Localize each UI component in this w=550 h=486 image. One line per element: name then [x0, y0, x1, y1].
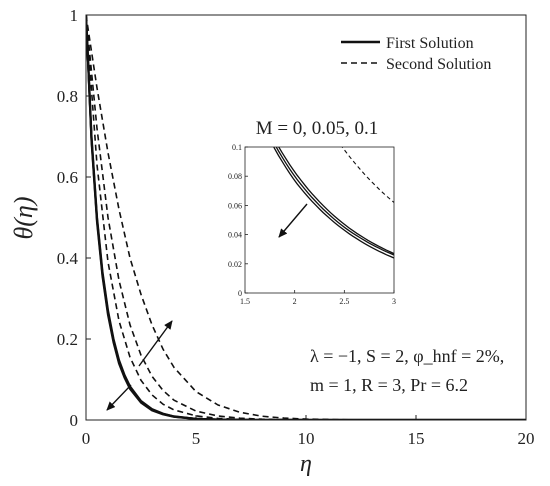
inset-x-tick-label: 1.5: [240, 297, 250, 306]
inset-first-solution-line-2: [273, 147, 394, 259]
plot-frame: [85, 14, 527, 421]
trend-arrows: [106, 203, 308, 411]
inset-frame: [244, 146, 395, 294]
x-tick-label: 5: [192, 429, 201, 448]
inset-y-tick-label: 0.1: [232, 143, 242, 152]
inset-tick-labels: 1.5 2 2.5 3 0 0.02 0.04 0.06 0.08 0.1: [228, 143, 396, 306]
inset-first-solution-line-1: [275, 147, 394, 256]
parameters-line-2: m = 1, R = 3, Pr = 6.2: [310, 375, 468, 395]
inset-y-tick-label: 0.08: [228, 172, 242, 181]
inset-second-solution-line-4: [245, 0, 394, 135]
inset-trend-arrow: [278, 203, 308, 238]
y-tick-label: 0.6: [57, 168, 78, 187]
parameters-line-1: λ = −1, S = 2, φ_hnf = 2%,: [310, 346, 504, 366]
inset-y-tick-label: 0.02: [228, 260, 242, 269]
inset-frame-bg: [245, 147, 394, 293]
increase-arrow: [138, 320, 173, 367]
inset-second-solution-line-3: [341, 147, 394, 203]
inset-x-tick-label: 3: [392, 297, 396, 306]
x-tick-label: 20: [518, 429, 535, 448]
inset-first-solution-line-0: [277, 147, 394, 255]
inset-y-tick-label: 0: [238, 289, 242, 298]
inset-x-tick-label: 2.5: [339, 297, 349, 306]
x-tick-label: 10: [298, 429, 315, 448]
inset-title: M = 0, 0.05, 0.1: [256, 118, 379, 139]
legend-label-second-solution: Second Solution: [386, 56, 491, 73]
x-tick-label: 0: [82, 429, 91, 448]
y-tick-label: 0.4: [57, 249, 79, 268]
y-axis-label: θ(η): [9, 197, 38, 240]
inset-chart: 1.5 2 2.5 3 0 0.02 0.04 0.06 0.08 0.1: [228, 0, 396, 306]
x-axis-label: η: [300, 451, 312, 477]
inset-y-tick-label: 0.04: [228, 231, 242, 240]
second-solution-line-5: [86, 15, 526, 420]
y-tick-label: 0: [70, 411, 79, 430]
inset-x-tick-label: 2: [293, 297, 297, 306]
inset-y-tick-label: 0.06: [228, 201, 242, 210]
y-tick-label: 1: [70, 6, 79, 25]
legend: First Solution Second Solution: [341, 35, 491, 73]
y-tick-label: 0.2: [57, 330, 78, 349]
y-tick-label: 0.8: [57, 87, 78, 106]
legend-label-first-solution: First Solution: [386, 35, 474, 52]
inset-series-group: [245, 0, 394, 259]
x-tick-label: 15: [408, 429, 425, 448]
decrease-arrow: [106, 384, 132, 411]
